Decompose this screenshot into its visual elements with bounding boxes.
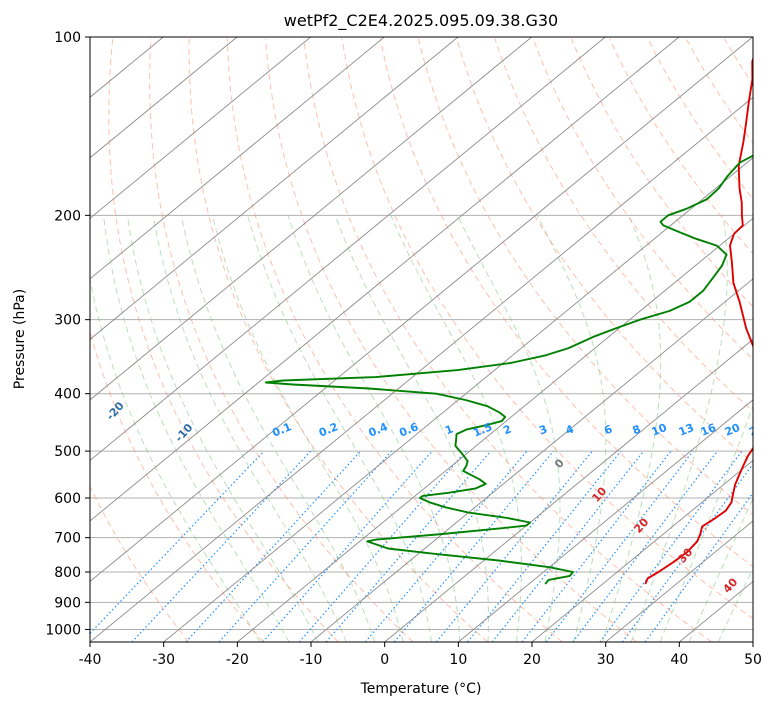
y-tick-label: 600 [54, 491, 81, 507]
moist-adiabat-line [287, 215, 461, 642]
mixing-ratio-line [435, 450, 593, 642]
temperature-profile [644, 56, 753, 585]
mixing-ratio-label: 8 [631, 422, 643, 437]
moist-adiabat-line [630, 215, 728, 642]
dry-adiabat-line [494, 38, 753, 412]
isotherm-line [90, 37, 753, 583]
x-tick-label: 10 [449, 652, 467, 668]
x-tick-label: -40 [79, 652, 102, 668]
mixing-ratio-line [185, 450, 362, 642]
moist-adiabat-line [126, 215, 319, 642]
plot-frame [89, 36, 754, 643]
isotherm-line [237, 217, 753, 642]
dry-adiabat-line [265, 38, 638, 642]
y-tick-label: 1000 [45, 622, 81, 638]
x-tick-label: 20 [523, 652, 541, 668]
dry-adiabat-line [532, 38, 753, 361]
mixing-ratio-line [364, 450, 528, 642]
mixing-ratio-line [467, 450, 622, 642]
y-tick-label: 900 [54, 595, 81, 611]
moist-adiabat-line [717, 567, 753, 642]
dry-adiabat-line [456, 38, 753, 464]
x-axis-ticks: -40 -30 -20 -10 0 10 20 30 40 50 [79, 642, 762, 668]
isotherm-line [310, 278, 753, 642]
moist-adiabat-line [90, 276, 261, 642]
y-tick-label: 400 [54, 387, 81, 403]
x-tick-label: 40 [670, 652, 688, 668]
mixing-ratio-line [521, 450, 672, 642]
mixing-ratio-label: 10 [650, 421, 669, 439]
mixing-ratio-line [262, 450, 433, 642]
dry-adiabat-line [108, 38, 339, 642]
isotherm-line [90, 37, 459, 340]
y-axis-ticks: 100 200 300 400 500 600 700 800 900 1000 [45, 30, 90, 638]
mixing-ratio-label: 3 [537, 422, 549, 437]
dewpoint-profile [264, 154, 753, 585]
y-tick-label: 300 [54, 313, 81, 329]
x-tick-label: 50 [744, 652, 762, 668]
dry-adiabat-line [647, 38, 753, 200]
dry-adiabat-line [188, 38, 488, 642]
moist-adiabats [90, 215, 753, 642]
x-tick-label: -10 [300, 652, 323, 668]
isotherm-line [458, 399, 753, 642]
dry-adiabat-line [149, 38, 414, 642]
y-tick-label: 700 [54, 531, 81, 547]
y-tick-label: 500 [54, 444, 81, 460]
moist-adiabat-line [536, 215, 607, 642]
mixing-ratio-label: 2 [501, 422, 513, 437]
dry-adiabats [90, 38, 753, 642]
mixing-ratio-line [491, 450, 645, 642]
x-tick-label: 30 [597, 652, 615, 668]
isotherm-line [90, 37, 606, 461]
mixing-ratio-label: 16 [699, 421, 718, 439]
dry-adiabat-line [379, 38, 753, 568]
mixing-ratio-label: 20 [723, 421, 742, 439]
isotherm-line [90, 96, 753, 642]
isotherm-line [531, 459, 753, 642]
isotherm-line [90, 37, 385, 280]
isotherm-line [90, 37, 680, 522]
mixing-ratio-label: 25 [747, 421, 766, 439]
dry-adiabat-line [570, 38, 753, 308]
x-tick-label: 0 [380, 652, 389, 668]
isotherm-line [605, 520, 753, 642]
mixing-ratio-label: 13 [677, 421, 696, 439]
sounding-series [264, 56, 753, 585]
mixing-ratio-line [621, 463, 753, 642]
y-tick-label: 800 [54, 565, 81, 581]
isotherm-line [163, 157, 753, 642]
moist-adiabat-line [152, 215, 347, 642]
y-tick-label: 200 [54, 208, 81, 224]
moist-adiabat-line [103, 215, 290, 642]
dry-adiabat-line [341, 38, 753, 620]
y-tick-label: 100 [54, 30, 81, 46]
moist-adiabat-line [457, 215, 561, 642]
isotherm-grid [90, 37, 753, 642]
x-tick-label: -30 [152, 652, 175, 668]
mixing-ratio-label: 1 [443, 422, 455, 437]
plot-area: -100-90-80-70-60-50-40-30-20-10102030400… [90, 37, 766, 642]
moist-adiabat-line [659, 404, 753, 642]
moist-adiabat-line [247, 215, 432, 642]
dry-adiabat-line [303, 38, 712, 642]
isotherm-line [90, 37, 238, 159]
isotherm-line [90, 37, 311, 219]
mixing-ratio-line [218, 450, 392, 642]
dry-adiabat-line [418, 38, 753, 516]
moist-adiabat-line [212, 215, 404, 642]
y-axis-label: Pressure (hPa) [12, 289, 28, 389]
moist-adiabat-line [688, 497, 753, 642]
x-axis-label: Temperature (°C) [360, 681, 482, 697]
dry-adiabat-line [90, 485, 190, 642]
mixing-ratio-line [393, 450, 554, 642]
chart-title: wetPf2_C2E4.2025.095.09.38.G30 [284, 11, 558, 31]
x-tick-label: -20 [226, 652, 249, 668]
isotherm-line [90, 37, 532, 401]
dry-adiabat-line [226, 38, 563, 642]
moist-adiabat-line [390, 215, 522, 642]
